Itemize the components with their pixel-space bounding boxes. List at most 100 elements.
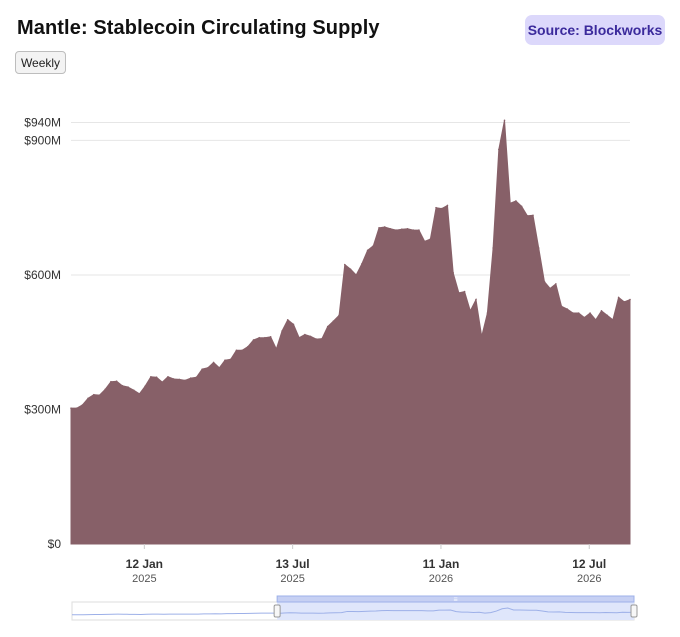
data-point[interactable]	[594, 318, 597, 321]
data-point[interactable]	[480, 335, 483, 338]
data-point[interactable]	[132, 389, 135, 391]
data-point[interactable]	[127, 386, 129, 388]
data-point[interactable]	[309, 335, 312, 338]
data-point[interactable]	[349, 268, 352, 270]
data-point[interactable]	[298, 336, 300, 339]
data-point[interactable]	[264, 336, 266, 339]
weekly-range-button[interactable]: Weekly	[15, 51, 66, 74]
data-point[interactable]	[589, 312, 591, 314]
data-point[interactable]	[606, 314, 608, 317]
data-point[interactable]	[526, 214, 529, 217]
data-point[interactable]	[617, 296, 620, 299]
data-point[interactable]	[383, 226, 386, 228]
data-point[interactable]	[560, 305, 563, 308]
data-point[interactable]	[520, 205, 523, 208]
data-point[interactable]	[195, 376, 198, 378]
data-point[interactable]	[537, 247, 540, 249]
data-point[interactable]	[93, 393, 95, 396]
data-point[interactable]	[429, 238, 432, 240]
data-point[interactable]	[503, 119, 506, 122]
data-point[interactable]	[612, 318, 614, 321]
data-point[interactable]	[509, 202, 512, 204]
plot-area[interactable]	[70, 119, 631, 545]
data-point[interactable]	[172, 378, 175, 380]
data-point[interactable]	[104, 388, 107, 391]
data-point[interactable]	[315, 338, 318, 340]
data-point[interactable]	[469, 310, 472, 312]
data-point[interactable]	[161, 381, 164, 383]
data-point[interactable]	[218, 366, 221, 369]
data-point[interactable]	[395, 229, 397, 231]
data-point[interactable]	[338, 314, 340, 317]
data-point[interactable]	[583, 316, 586, 319]
data-point[interactable]	[332, 320, 335, 322]
data-point[interactable]	[155, 376, 158, 378]
data-point[interactable]	[212, 361, 215, 364]
data-point[interactable]	[178, 378, 181, 381]
data-point[interactable]	[572, 312, 574, 314]
data-point[interactable]	[110, 380, 112, 383]
data-point[interactable]	[423, 240, 426, 243]
data-point[interactable]	[150, 375, 152, 378]
data-point[interactable]	[406, 227, 409, 230]
data-point[interactable]	[418, 229, 420, 231]
data-point[interactable]	[189, 377, 192, 379]
data-point[interactable]	[70, 407, 72, 409]
data-point[interactable]	[292, 323, 295, 326]
data-point[interactable]	[389, 227, 392, 230]
data-point[interactable]	[229, 358, 232, 361]
data-point[interactable]	[515, 200, 517, 202]
data-point[interactable]	[458, 292, 460, 294]
data-point[interactable]	[286, 318, 289, 321]
data-point[interactable]	[361, 262, 363, 265]
source-badge[interactable]: Source: Blockworks	[525, 15, 665, 45]
navigator-handle[interactable]	[630, 604, 638, 618]
data-point[interactable]	[566, 308, 569, 310]
data-point[interactable]	[555, 283, 557, 285]
data-point[interactable]	[372, 245, 375, 247]
data-point[interactable]	[98, 394, 101, 396]
data-point[interactable]	[224, 359, 226, 361]
data-point[interactable]	[247, 345, 249, 348]
navigator-scrollbar[interactable]	[276, 595, 635, 603]
data-point[interactable]	[258, 336, 261, 339]
data-point[interactable]	[269, 336, 272, 338]
data-point[interactable]	[629, 298, 631, 301]
data-point[interactable]	[121, 384, 124, 387]
data-point[interactable]	[378, 227, 380, 229]
data-point[interactable]	[435, 206, 437, 209]
data-point[interactable]	[144, 385, 146, 387]
data-point[interactable]	[577, 312, 580, 314]
data-point[interactable]	[355, 274, 358, 276]
data-point[interactable]	[81, 404, 84, 406]
data-point[interactable]	[252, 339, 255, 341]
data-point[interactable]	[321, 337, 323, 340]
scrollbar-grip-icon[interactable]: ≡	[454, 597, 458, 604]
data-point[interactable]	[366, 249, 369, 252]
data-point[interactable]	[235, 349, 238, 352]
data-point[interactable]	[440, 207, 443, 210]
data-point[interactable]	[207, 366, 209, 369]
data-point[interactable]	[412, 229, 415, 231]
data-point[interactable]	[486, 312, 489, 314]
data-point[interactable]	[600, 310, 603, 312]
navigator-handle[interactable]	[273, 604, 281, 618]
range-navigator[interactable]: ≡	[71, 595, 638, 621]
data-point[interactable]	[167, 375, 169, 378]
data-point[interactable]	[275, 348, 278, 350]
data-point[interactable]	[75, 407, 78, 409]
data-point[interactable]	[452, 271, 454, 274]
data-point[interactable]	[326, 325, 329, 328]
data-point[interactable]	[549, 287, 551, 290]
data-point[interactable]	[138, 392, 141, 395]
data-point[interactable]	[475, 298, 477, 301]
data-point[interactable]	[281, 330, 283, 332]
data-point[interactable]	[201, 368, 203, 370]
series-area[interactable]	[70, 120, 631, 545]
data-point[interactable]	[115, 380, 118, 383]
data-point[interactable]	[543, 280, 546, 283]
data-point[interactable]	[304, 333, 306, 336]
data-point[interactable]	[532, 214, 534, 217]
data-point[interactable]	[446, 204, 449, 207]
data-point[interactable]	[498, 148, 500, 151]
